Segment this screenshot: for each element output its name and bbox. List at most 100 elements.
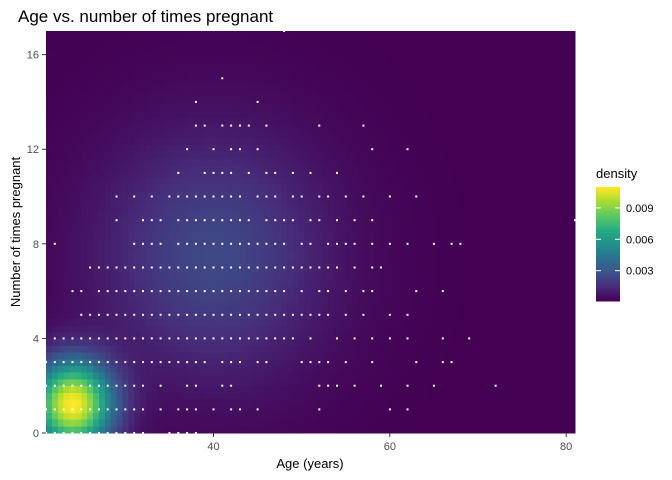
density-cell [181,272,188,280]
density-cell [140,232,147,240]
density-cell [304,77,312,86]
density-cell [328,57,335,66]
density-cell [122,37,129,45]
density-cell [251,339,259,347]
density-cell [222,98,229,106]
density-cell [310,299,317,307]
density-cell [263,178,270,186]
density-cell [363,225,370,233]
density-cell [457,64,464,72]
density-cell [239,225,247,233]
density-cell [410,285,417,293]
density-cell [486,171,494,179]
density-cell [281,426,288,434]
density-cell [522,419,529,427]
density-cell [334,158,341,166]
density-cell [351,325,359,334]
density-cell [316,31,323,39]
density-cell [486,218,494,226]
density-cell [463,131,470,139]
density-cell [398,51,406,59]
density-cell [292,205,300,213]
density-cell [251,151,259,159]
density-cell [51,131,59,139]
density-cell [163,98,171,106]
density-cell [57,352,65,360]
density-cell [463,345,470,354]
density-cell [428,71,435,79]
density-cell [104,131,112,139]
density-cell [351,37,359,45]
density-cell [463,265,470,273]
density-cell [492,258,500,267]
density-cell [175,252,182,260]
density-cell [257,399,265,407]
density-cell [516,305,523,313]
density-cell [63,232,71,240]
density-cell [204,191,212,200]
density-cell [486,198,494,206]
density-cell [151,205,159,213]
density-cell [93,91,100,99]
density-cell [369,91,376,99]
density-cell [128,299,135,307]
density-cell [416,158,423,166]
density-cell [281,392,288,401]
density-cell [498,178,506,186]
density-cell [151,31,159,39]
density-cell [486,332,494,340]
density-cell [175,124,182,133]
density-cell [375,211,382,220]
density-cell [463,84,470,92]
density-cell [334,426,341,434]
density-cell [363,278,370,287]
density-cell [404,258,412,267]
density-cell [398,339,406,347]
density-cell [416,91,423,99]
density-cell [239,84,247,92]
density-cell [422,406,429,414]
density-cell [234,191,241,200]
density-cell [334,198,341,206]
density-cell [110,379,118,387]
density-cell [527,299,535,307]
density-cell [281,419,288,427]
density-cell [286,245,294,253]
density-cell [433,252,441,260]
density-cell [428,198,435,206]
density-cell [422,51,429,59]
density-cell [257,165,265,173]
density-cell [304,37,312,45]
density-cell [322,419,329,427]
density-cell [304,138,312,146]
density-cell [316,332,323,340]
density-cell [369,412,376,421]
density-cell [522,171,529,179]
density-cell [157,218,165,226]
density-cell [75,51,82,59]
density-cell [475,185,482,193]
density-cell [63,144,71,153]
density-cell [422,312,429,320]
density-cell [46,386,53,394]
density-cell [198,144,206,153]
density-cell [169,366,176,374]
density-cell [328,359,335,367]
density-cell [375,37,382,45]
density-cell [410,165,417,173]
density-cell [375,51,382,59]
density-cell [286,359,294,367]
density-cell [404,238,412,246]
density-cell [357,77,364,86]
density-cell [369,64,376,72]
density-cell [510,406,517,414]
density-cell [316,144,323,153]
density-cell [322,158,329,166]
density-cell [198,366,206,374]
density-cell [198,399,206,407]
density-cell [198,278,206,287]
density-cell [181,232,188,240]
density-cell [339,225,347,233]
density-cell [322,352,329,360]
density-cell [416,191,423,200]
